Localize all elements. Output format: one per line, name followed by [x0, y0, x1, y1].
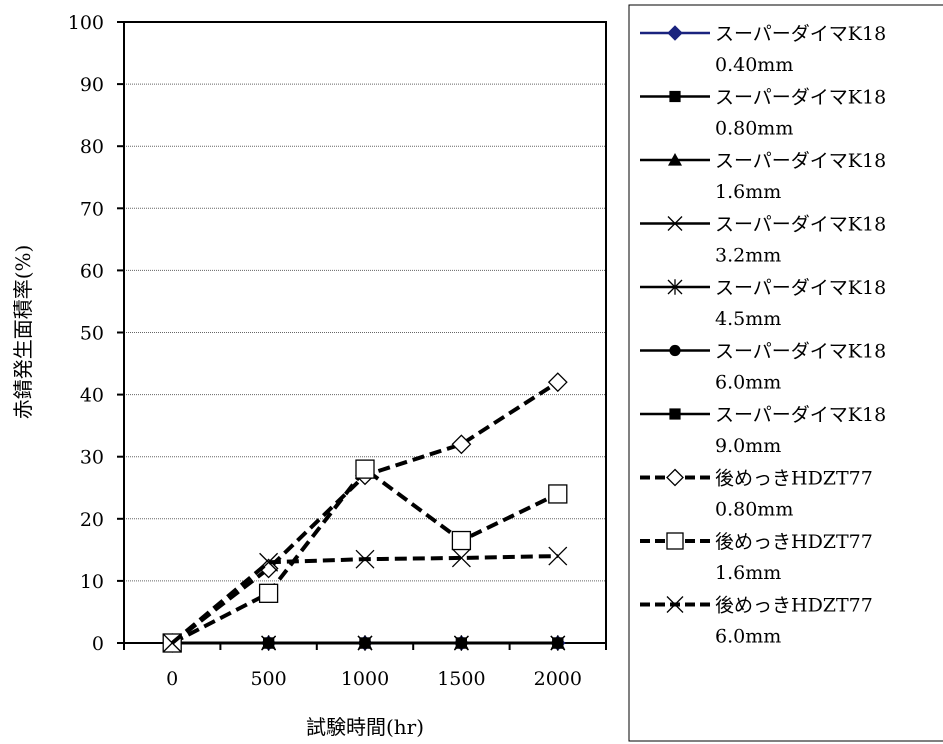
y-axis-title: 赤錆発生面積率(%)	[11, 245, 35, 420]
data-point-marker	[451, 434, 472, 455]
data-point-marker	[451, 548, 471, 568]
series-8	[162, 372, 568, 653]
data-point-marker	[355, 549, 375, 569]
legend-item: 後めっきHDZT77 1.6mm	[640, 531, 873, 584]
legend-label: 後めっきHDZT77	[715, 531, 873, 553]
data-point-marker	[669, 90, 681, 103]
data-point-marker	[258, 583, 279, 603]
legend-item: スーパーダイマK18 6.0mm	[640, 341, 886, 394]
data-point-marker	[548, 484, 568, 504]
data-point-marker	[259, 552, 279, 572]
y-tick-label: 50	[80, 323, 104, 345]
series-7	[166, 637, 564, 649]
legend-sublabel: 6.0mm	[715, 626, 781, 648]
data-point-marker	[355, 459, 375, 479]
y-tick-label: 100	[68, 12, 104, 34]
y-tick-label: 90	[80, 74, 104, 96]
legend-label: スーパーダイマK18	[715, 150, 886, 172]
data-point-marker	[552, 637, 564, 649]
legend-item: スーパーダイマK18 9.0mm	[640, 404, 886, 457]
y-tick-label: 60	[80, 260, 104, 282]
legend-sublabel: 4.5mm	[715, 308, 781, 330]
data-point-marker	[455, 637, 467, 649]
legend-box	[628, 4, 943, 742]
series-line	[170, 380, 559, 645]
legend-label: スーパーダイマK18	[715, 87, 886, 109]
y-tick-label: 80	[80, 136, 104, 158]
data-point-marker	[547, 372, 568, 393]
legend-label: スーパーダイマK18	[715, 277, 886, 299]
gridlines	[124, 83, 606, 582]
data-point-marker	[666, 468, 684, 487]
legend-label: スーパーダイマK18	[715, 214, 886, 236]
legend-item: 後めっきHDZT77 0.80mm	[640, 468, 873, 521]
legend-label: スーパーダイマK18	[715, 23, 886, 45]
legend-label: 後めっきHDZT77	[715, 468, 873, 490]
x-axis-ticks: 0 500 1000 1500 2000	[123, 643, 607, 690]
x-tick-label: 0	[166, 668, 178, 690]
data-point-marker	[669, 408, 681, 420]
legend-item: スーパーダイマK18 3.2mm	[640, 214, 886, 267]
y-tick-label: 10	[80, 571, 104, 593]
series-lines	[162, 372, 568, 653]
legend-sublabel: 0.40mm	[715, 54, 793, 76]
legend-sublabel: 6.0mm	[715, 372, 781, 394]
legend: スーパーダイマK180.40mmスーパーダイマK180.80mmスーパーダイマK…	[640, 23, 886, 648]
data-point-marker	[668, 153, 682, 166]
y-tick-label: 70	[80, 198, 104, 220]
data-point-marker	[162, 633, 182, 653]
legend-item: 後めっきHDZT77 6.0mm	[640, 595, 873, 648]
series-10	[162, 546, 568, 653]
data-point-marker	[359, 637, 371, 649]
data-point-marker	[667, 25, 683, 41]
y-tick-label: 20	[80, 509, 104, 531]
x-tick-label: 2000	[534, 668, 582, 690]
legend-sublabel: 1.6mm	[715, 181, 781, 203]
legend-sublabel: 0.80mm	[715, 499, 793, 521]
legend-sublabel: 1.6mm	[715, 562, 781, 584]
legend-sublabel: 3.2mm	[715, 245, 781, 267]
legend-label: 後めっきHDZT77	[715, 595, 873, 617]
y-axis-ticks: 0 10 20 30 40 50 60 70 80 90 100	[68, 12, 124, 655]
legend-label: スーパーダイマK18	[715, 404, 886, 426]
y-tick-label: 0	[92, 633, 104, 655]
y-tick-label: 30	[80, 447, 104, 469]
data-point-marker	[263, 637, 275, 649]
data-point-marker	[666, 532, 684, 550]
legend-item: スーパーダイマK18 1.6mm	[640, 150, 886, 203]
data-point-marker	[667, 216, 683, 231]
data-point-marker	[667, 279, 683, 295]
data-point-marker	[548, 546, 568, 566]
x-tick-label: 500	[250, 668, 286, 690]
data-point-marker	[666, 596, 684, 613]
data-point-marker	[451, 530, 472, 551]
data-point-marker	[669, 344, 681, 357]
x-axis-title: 試験時間(hr)	[306, 715, 424, 739]
legend-item: スーパーダイマK18 0.80mm	[640, 87, 886, 140]
legend-sublabel: 0.80mm	[715, 118, 793, 140]
legend-label: スーパーダイマK18	[715, 341, 886, 363]
y-tick-label: 40	[80, 385, 104, 407]
series-line	[171, 466, 559, 645]
x-tick-label: 1000	[341, 668, 389, 690]
series-9	[162, 459, 568, 653]
x-tick-label: 1500	[437, 668, 485, 690]
legend-item: スーパーダイマK18 4.5mm	[640, 277, 886, 330]
legend-item: スーパーダイマK18 0.40mm	[640, 23, 886, 76]
legend-sublabel: 9.0mm	[715, 435, 781, 457]
